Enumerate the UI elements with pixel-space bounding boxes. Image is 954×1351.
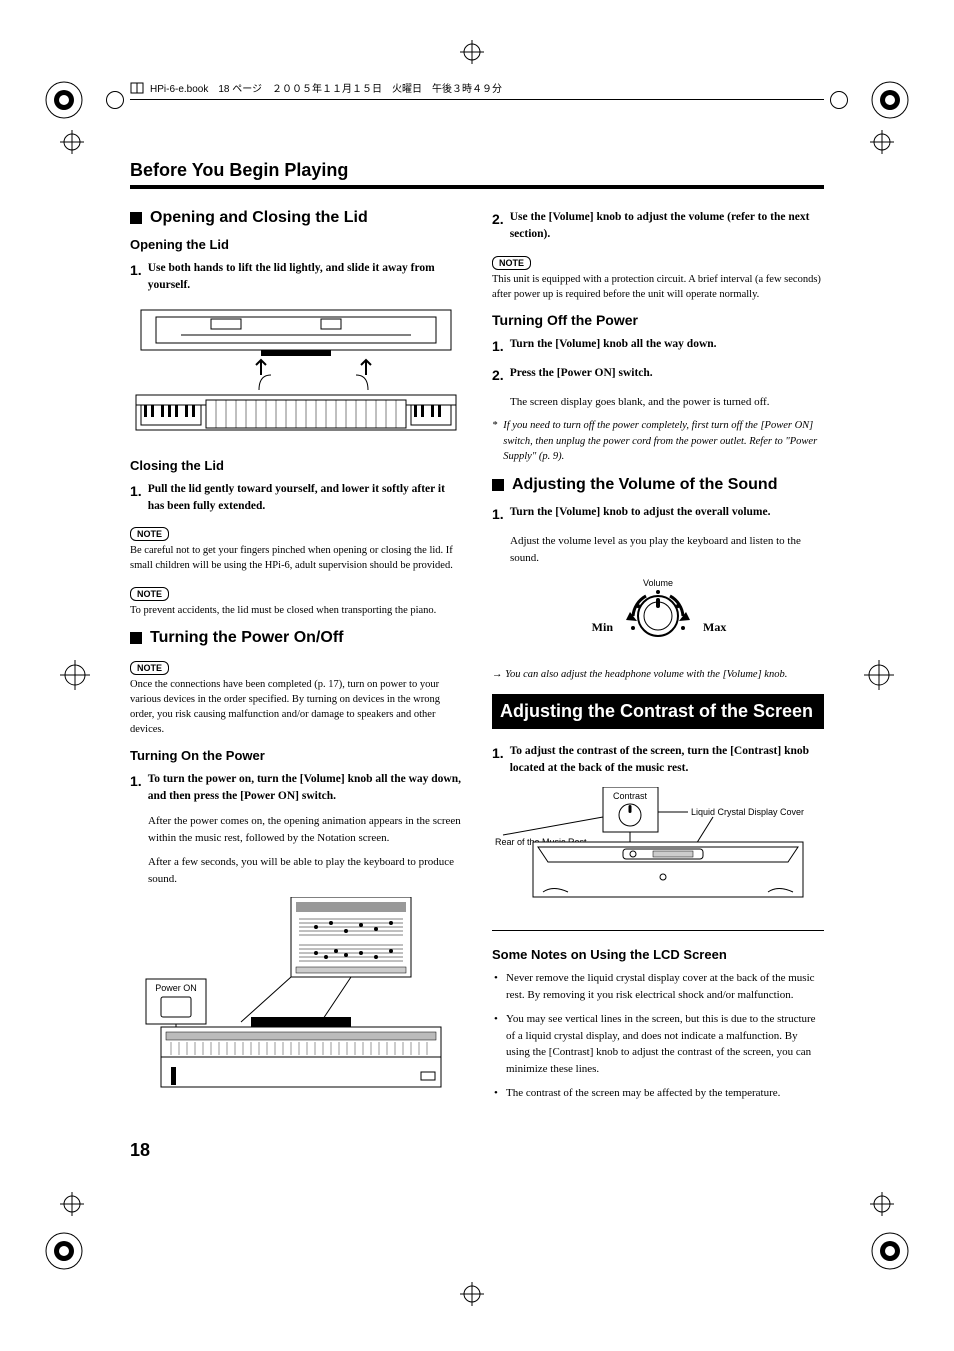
thick-rule bbox=[130, 185, 824, 189]
step-num: 1. bbox=[130, 260, 142, 295]
note-power-order: Once the connections have been completed… bbox=[130, 677, 462, 738]
square-bullet-icon bbox=[130, 632, 142, 644]
arrow-note-headphone: → You can also adjust the headphone volu… bbox=[492, 669, 824, 680]
section-title: Before You Begin Playing bbox=[130, 160, 824, 181]
square-bullet-icon bbox=[492, 479, 504, 491]
h2-power-text: Turning the Power On/Off bbox=[150, 629, 343, 647]
fig-contrast: Contrast Rear of the Music Rest Liquid C… bbox=[492, 787, 824, 912]
list-item: You may see vertical lines in the screen… bbox=[492, 1011, 824, 1077]
note-lid-caution: Be careful not to get your fingers pinch… bbox=[130, 543, 462, 573]
step-contrast-1: 1. To adjust the contrast of the screen,… bbox=[492, 743, 824, 778]
reg-mark-tr bbox=[870, 80, 910, 120]
contrast-label: Contrast bbox=[613, 791, 648, 801]
divider bbox=[492, 930, 824, 931]
step-off-1-text: Turn the [Volume] knob all the way down. bbox=[510, 336, 717, 357]
power-on-label: Power ON bbox=[155, 983, 197, 993]
crosshair-left bbox=[60, 660, 90, 695]
book-icon bbox=[130, 81, 144, 95]
page-content: HPi-6-e.book 18 ページ ２００５年１１月１５日 火曜日 午後３時… bbox=[130, 80, 824, 1161]
step-num: 2. bbox=[492, 209, 504, 244]
step-on-1-body2: After a few seconds, you will be able to… bbox=[148, 854, 462, 887]
book-header-rule bbox=[130, 99, 824, 100]
reg-mark-bl bbox=[44, 1231, 84, 1271]
footnote-power-off-text: If you need to turn off the power comple… bbox=[503, 418, 824, 464]
crosshair-bl2 bbox=[60, 1192, 84, 1221]
square-bullet-icon bbox=[130, 212, 142, 224]
h2-open-close: Opening and Closing the Lid bbox=[130, 209, 462, 227]
h2-power: Turning the Power On/Off bbox=[130, 629, 462, 647]
h3-turning-on: Turning On the Power bbox=[130, 748, 462, 763]
crosshair-top bbox=[460, 40, 484, 69]
step-num: 1. bbox=[492, 743, 504, 778]
note-badge: NOTE bbox=[130, 527, 169, 541]
h2-volume: Adjusting the Volume of the Sound bbox=[492, 476, 824, 494]
fig-power-on: Power ON bbox=[130, 897, 462, 1102]
volume-min: Min bbox=[592, 620, 614, 634]
h2-open-close-text: Opening and Closing the Lid bbox=[150, 209, 368, 227]
note-transport: To prevent accidents, the lid must be cl… bbox=[130, 603, 462, 618]
step-on-2: 2. Use the [Volume] knob to adjust the v… bbox=[492, 209, 824, 244]
step-off-2: 2. Press the [Power ON] switch. bbox=[492, 365, 824, 386]
step-vol-1: 1. Turn the [Volume] knob to adjust the … bbox=[492, 504, 824, 525]
h3-turning-off: Turning Off the Power bbox=[492, 312, 824, 328]
step-num: 1. bbox=[130, 481, 142, 516]
book-header: HPi-6-e.book 18 ページ ２００５年１１月１５日 火曜日 午後３時… bbox=[130, 80, 824, 95]
book-header-text: HPi-6-e.book 18 ページ ２００５年１１月１５日 火曜日 午後３時… bbox=[150, 80, 502, 95]
list-item: The contrast of the screen may be affect… bbox=[492, 1085, 824, 1102]
h2-volume-text: Adjusting the Volume of the Sound bbox=[512, 476, 777, 494]
step-num: 2. bbox=[492, 365, 504, 386]
reg-mark-br bbox=[870, 1231, 910, 1271]
step-contrast-1-text: To adjust the contrast of the screen, tu… bbox=[510, 743, 824, 778]
arrow-icon: → bbox=[492, 669, 505, 680]
h2-contrast: Adjusting the Contrast of the Screen bbox=[492, 694, 824, 729]
page-number: 18 bbox=[130, 1140, 824, 1161]
lcd-notes-list: Never remove the liquid crystal display … bbox=[492, 970, 824, 1102]
step-on-1-body1: After the power comes on, the opening an… bbox=[148, 813, 462, 846]
crosshair-tr2 bbox=[870, 130, 894, 159]
crosshair-br2 bbox=[870, 1192, 894, 1221]
step-close-1: 1. Pull the lid gently toward yourself, … bbox=[130, 481, 462, 516]
h3-closing: Closing the Lid bbox=[130, 458, 462, 473]
step-vol-1-text: Turn the [Volume] knob to adjust the ove… bbox=[510, 504, 771, 525]
step-on-1: 1. To turn the power on, turn the [Volum… bbox=[130, 771, 462, 806]
step-num: 1. bbox=[492, 336, 504, 357]
step-open-1-text: Use both hands to lift the lid lightly, … bbox=[148, 260, 462, 295]
volume-label: Volume bbox=[643, 578, 673, 588]
step-open-1: 1. Use both hands to lift the lid lightl… bbox=[130, 260, 462, 295]
step-vol-1-body: Adjust the volume level as you play the … bbox=[510, 533, 824, 566]
volume-max: Max bbox=[703, 620, 726, 634]
list-item: Never remove the liquid crystal display … bbox=[492, 970, 824, 1003]
step-off-2-body: The screen display goes blank, and the p… bbox=[510, 394, 824, 411]
right-column: 2. Use the [Volume] knob to adjust the v… bbox=[492, 209, 824, 1120]
fig-lid bbox=[130, 305, 462, 440]
note-badge: NOTE bbox=[130, 661, 169, 675]
arrow-note-text: You can also adjust the headphone volume… bbox=[505, 669, 787, 680]
note-badge: NOTE bbox=[492, 256, 531, 270]
h3-lcd-notes: Some Notes on Using the LCD Screen bbox=[492, 947, 824, 962]
note-protection: This unit is equipped with a protection … bbox=[492, 272, 824, 302]
crosshair-bottom bbox=[460, 1282, 484, 1311]
left-column: Opening and Closing the Lid Opening the … bbox=[130, 209, 462, 1120]
h3-opening: Opening the Lid bbox=[130, 237, 462, 252]
step-num: 1. bbox=[492, 504, 504, 525]
crosshair-right bbox=[864, 660, 894, 695]
step-on-2-text: Use the [Volume] knob to adjust the volu… bbox=[510, 209, 824, 244]
footnote-power-off: * If you need to turn off the power comp… bbox=[492, 418, 824, 464]
reg-mark-tl bbox=[44, 80, 84, 120]
crosshair-tl2 bbox=[60, 130, 84, 159]
note-badge: NOTE bbox=[130, 587, 169, 601]
fig-volume-knob: Volume Min Max bbox=[492, 576, 824, 651]
asterisk: * bbox=[492, 418, 497, 464]
step-close-1-text: Pull the lid gently toward yourself, and… bbox=[148, 481, 462, 516]
step-on-1-text: To turn the power on, turn the [Volume] … bbox=[148, 771, 462, 806]
step-off-1: 1. Turn the [Volume] knob all the way do… bbox=[492, 336, 824, 357]
step-off-2-text: Press the [Power ON] switch. bbox=[510, 365, 653, 386]
lcd-cover-label: Liquid Crystal Display Cover bbox=[691, 807, 804, 817]
step-num: 1. bbox=[130, 771, 142, 806]
